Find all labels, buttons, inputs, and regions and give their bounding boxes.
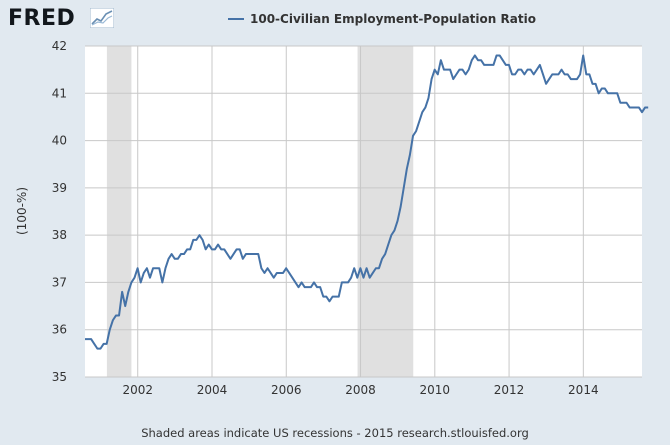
legend-label: 100-Civilian Employment-Population Ratio [250,12,536,26]
fred-logo-text: FRED [8,6,76,31]
footer-caption: Shaded areas indicate US recessions - 20… [141,426,529,440]
x-tick-label-2002: 2002 [122,383,153,397]
y-tick-label-42: 42 [52,39,67,53]
x-tick-label-2004: 2004 [197,383,228,397]
x-tick-label-2006: 2006 [271,383,302,397]
y-tick-label-38: 38 [52,228,67,242]
series-line-1 [85,54,649,350]
x-tick-label-2014: 2014 [568,383,599,397]
legend-swatch [228,18,244,20]
grid-layer [85,45,642,378]
y-tick-label-41: 41 [52,86,67,100]
axis-layer: 35 36 37 38 39 40 41 42 2002 2004 2006 2008 2010 2012… [52,39,599,397]
x-tick-label-2008: 2008 [345,383,376,397]
y-tick-label-36: 36 [52,323,67,337]
y-tick-label-40: 40 [52,134,67,148]
series-layer [85,54,649,350]
x-tick-label-2010: 2010 [420,383,451,397]
chart-line-icon [90,8,114,28]
y-tick-label-35: 35 [52,370,67,384]
y-tick-label-39: 39 [52,181,67,195]
legend: 100-Civilian Employment-Population Ratio [228,12,536,26]
y-axis-label: (100-%) [15,187,29,235]
recession-band-2 [357,46,414,377]
x-tick-label-2012: 2012 [494,383,525,397]
y-tick-label-37: 37 [52,275,67,289]
recession-layer [106,46,414,377]
recession-band-1 [106,46,132,377]
